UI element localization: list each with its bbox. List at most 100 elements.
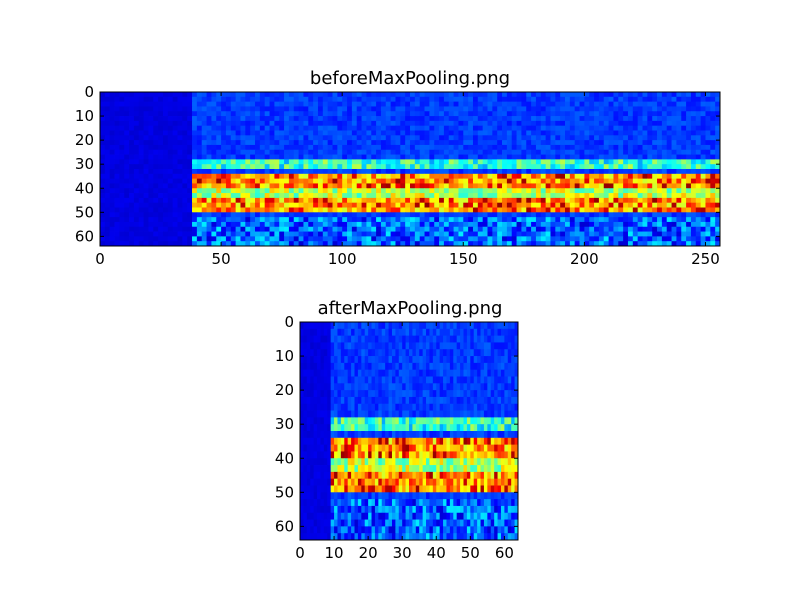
heatmap-cell (410, 120, 416, 127)
heatmap-cell (500, 390, 505, 398)
heatmap-cell (274, 96, 280, 103)
heatmap-cell (330, 369, 335, 377)
heatmap-cell (443, 120, 450, 127)
heatmap-cell (187, 135, 193, 141)
heatmap-cell (351, 410, 355, 418)
heatmap-cell (594, 140, 600, 146)
heatmap-cell (376, 178, 382, 184)
heatmap-cell (627, 173, 634, 180)
heatmap-cell (400, 106, 406, 112)
heatmap-cell (545, 193, 551, 199)
heatmap-cell (400, 164, 406, 170)
heatmap-cell (225, 197, 232, 204)
heatmap-cell (589, 241, 595, 247)
heatmap-cell (502, 159, 508, 165)
heatmap-cell (342, 144, 348, 151)
heatmap-cell (429, 144, 435, 151)
heatmap-cell (647, 135, 653, 141)
heatmap-cell (705, 120, 711, 127)
heatmap-cell (148, 212, 154, 218)
heatmap-cell (560, 96, 566, 103)
heatmap-cell (526, 226, 532, 232)
heatmap-cell (322, 140, 329, 146)
heatmap-cell (584, 130, 590, 136)
heatmap-cell (480, 383, 485, 391)
heatmap-cell (357, 342, 362, 350)
heatmap-cell (439, 92, 445, 98)
heatmap-cell (119, 202, 125, 208)
heatmap-cell (715, 197, 721, 204)
heatmap-cell (323, 396, 328, 405)
heatmap-cell (385, 96, 392, 103)
heatmap-cell (676, 173, 682, 180)
heatmap-cell (308, 217, 314, 223)
heatmap-cell (371, 221, 377, 228)
heatmap-cell (661, 125, 668, 131)
heatmap-cell (284, 217, 290, 223)
heatmap-cell (308, 144, 314, 151)
heatmap-cell (148, 221, 154, 228)
heatmap-cell (443, 212, 450, 218)
heatmap-cell (492, 111, 498, 117)
heatmap-cell (322, 135, 329, 141)
heatmap-cell (414, 169, 421, 175)
heatmap-cell (589, 193, 595, 199)
heatmap-cell (225, 120, 232, 127)
heatmap-cell (211, 125, 217, 131)
heatmap-cell (371, 116, 377, 122)
heatmap-cell (138, 159, 144, 165)
heatmap-cell (143, 221, 149, 228)
heatmap-cell (526, 120, 532, 127)
heatmap-cell (395, 111, 401, 117)
heatmap-cell (211, 193, 217, 199)
heatmap-cell (354, 328, 359, 337)
heatmap-cell (187, 159, 193, 165)
heatmap-cell (351, 125, 358, 131)
heatmap-cell (550, 183, 556, 189)
heatmap-cell (378, 362, 383, 371)
heatmap-cell (133, 231, 140, 237)
heatmap-cell (434, 159, 440, 165)
heatmap-cell (351, 159, 358, 165)
heatmap-cell (584, 202, 590, 208)
heatmap-cell (133, 178, 140, 184)
heatmap-cell (225, 169, 232, 175)
heatmap-cell (337, 169, 343, 175)
heatmap-cell (230, 120, 237, 127)
heatmap-cell (540, 96, 547, 103)
heatmap-cell (357, 376, 362, 384)
heatmap-cell (284, 101, 290, 107)
heatmap-cell (288, 188, 295, 194)
heatmap-cell (351, 178, 358, 184)
heatmap-cell (584, 197, 590, 204)
heatmap-cell (480, 322, 485, 330)
heatmap-cell (119, 96, 125, 103)
heatmap-cell (695, 135, 702, 141)
heatmap-cell (380, 169, 387, 175)
heatmap-cell (279, 92, 285, 98)
heatmap-cell (376, 207, 382, 213)
heatmap-cell (300, 376, 304, 384)
heatmap-cell (187, 154, 193, 160)
heatmap-cell (390, 96, 396, 103)
heatmap-cell (453, 101, 459, 107)
heatmap-cell (361, 349, 366, 357)
heatmap-cell (327, 144, 333, 151)
heatmap-cell (143, 111, 149, 117)
heatmap-cell (148, 164, 154, 170)
heatmap-cell (531, 202, 537, 208)
heatmap-cell (284, 207, 290, 213)
heatmap-cell (109, 221, 115, 228)
heatmap-cell (100, 101, 106, 107)
heatmap-cell (424, 96, 430, 103)
heatmap-cell (700, 154, 706, 160)
heatmap-cell (371, 362, 376, 371)
heatmap-cell (221, 140, 227, 146)
heatmap-cell (177, 221, 183, 228)
heatmap-cell (589, 116, 595, 122)
heatmap-cell (250, 159, 256, 165)
heatmap-cell (506, 135, 513, 141)
heatmap-cell (153, 188, 159, 194)
heatmap-cell (371, 144, 377, 151)
heatmap-cell (661, 120, 668, 127)
